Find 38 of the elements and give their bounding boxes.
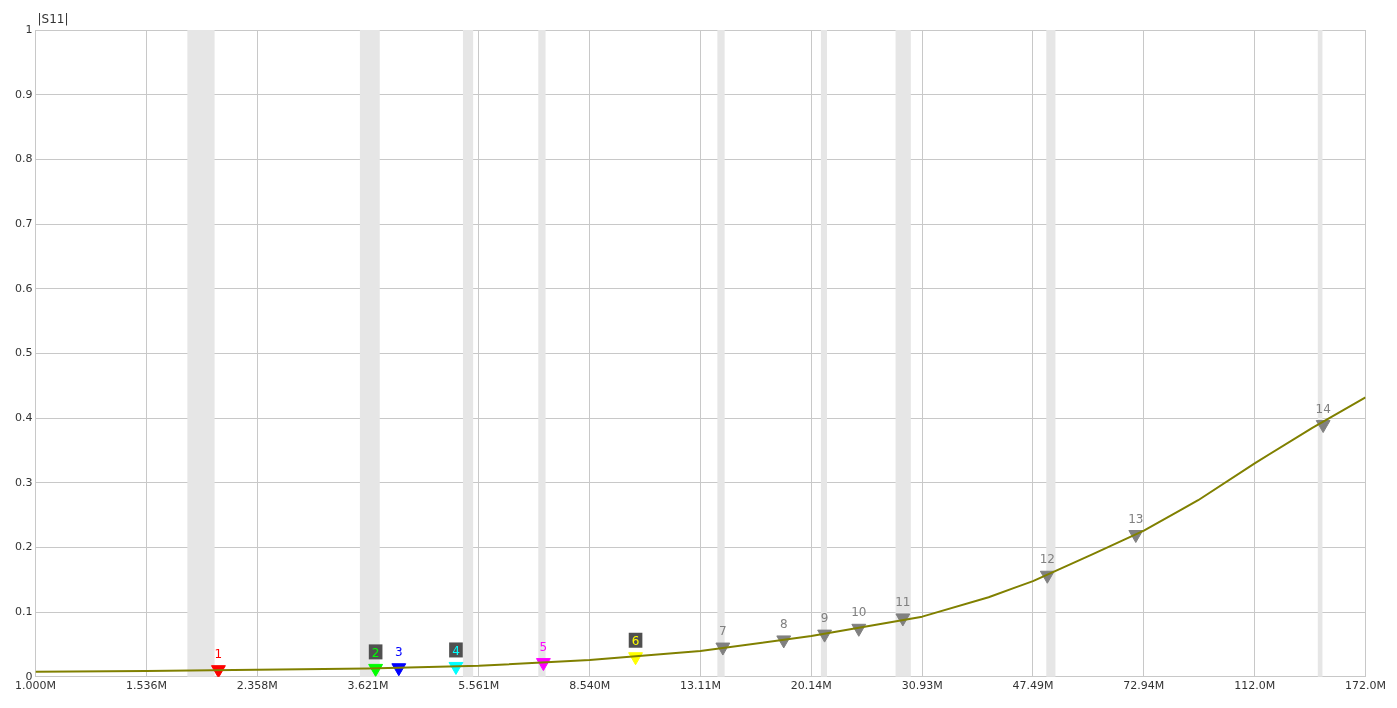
series-label: 1: [214, 646, 223, 661]
y-tick-label: 1: [25, 22, 33, 36]
series-label: 5: [539, 639, 548, 654]
x-tick-label: 3.621M: [347, 679, 389, 693]
series-label: 8: [779, 617, 788, 632]
series-label: 12: [1039, 552, 1055, 567]
series-label: 11: [895, 595, 911, 610]
y-tick-label: 0.7: [14, 216, 33, 230]
y-tick-label: 0.5: [14, 346, 33, 360]
series-label: 7: [719, 624, 727, 639]
x-tick-label: 13.11M: [679, 679, 721, 693]
series-label: 3: [394, 644, 403, 659]
series-label: 14: [1315, 401, 1331, 416]
y-tick-label: 0.2: [14, 540, 33, 554]
series-label: 2: [371, 645, 380, 660]
series-label: 10: [851, 605, 867, 620]
x-tick-label: 8.540M: [569, 679, 611, 693]
y-tick-label: 0.1: [14, 604, 33, 618]
x-tick-label: 112.0M: [1234, 679, 1276, 693]
y-axis-title: |S11|: [37, 12, 69, 27]
x-tick-label: 1.000M: [15, 679, 56, 693]
x-tick-label: 72.94M: [1123, 679, 1165, 693]
y-tick-label: 0.6: [14, 281, 33, 295]
series-label: 6: [631, 633, 640, 648]
x-tick-label: 47.49M: [1012, 679, 1054, 693]
x-tick-label: 2.358M: [236, 679, 278, 693]
x-tick-label: 1.536M: [125, 679, 167, 693]
x-tick-label: 20.14M: [790, 679, 832, 693]
y-tick-label: 0.9: [14, 87, 33, 101]
x-tick-label: 172.0M: [1345, 679, 1386, 693]
series-label: 9: [820, 611, 829, 626]
x-tick-label: 30.93M: [901, 679, 943, 693]
y-tick-label: 0.8: [14, 152, 33, 166]
series-label: 4: [452, 643, 460, 658]
x-tick-label: 5.561M: [458, 679, 500, 693]
y-tick-label: 0.4: [14, 410, 33, 424]
y-tick-label: 0.3: [14, 475, 33, 489]
series-label: 13: [1128, 511, 1144, 526]
